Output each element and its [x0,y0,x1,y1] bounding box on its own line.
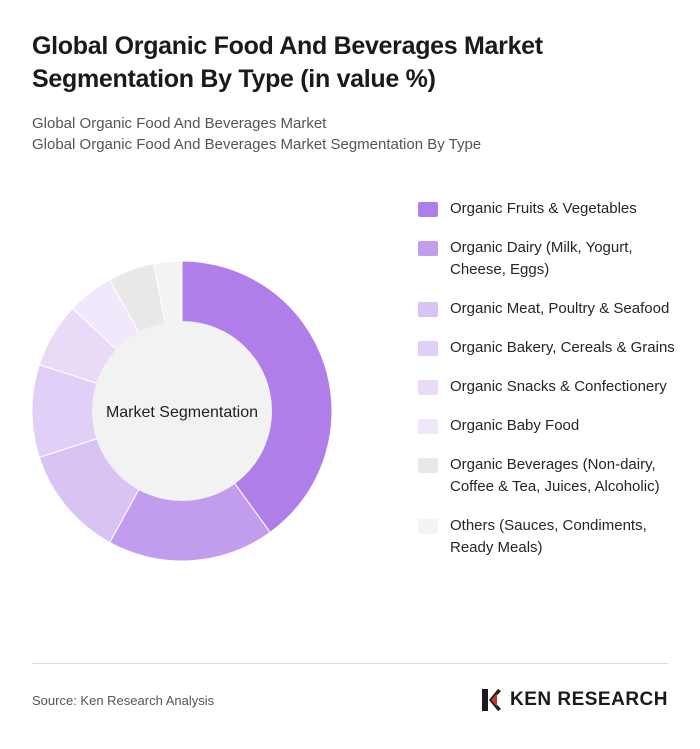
legend-item-4: Organic Snacks & Confectionery [418,376,688,398]
ken-research-logo-icon [481,689,501,711]
legend-label-0: Organic Fruits & Vegetables [450,200,637,217]
legend-label-1: Organic Dairy (Milk, Yogurt, Cheese, Egg… [450,239,633,278]
legend-label-4: Organic Snacks & Confectionery [450,378,667,395]
legend-label-7: Others (Sauces, Condiments, Ready Meals) [450,517,647,556]
legend-label-2: Organic Meat, Poultry & Seafood [450,300,670,317]
legend-swatch-7 [418,519,438,534]
legend-swatch-2 [418,302,438,317]
legend-swatch-1 [418,241,438,256]
legend-swatch-5 [418,419,438,434]
legend-swatch-3 [418,341,438,356]
legend-label-3: Organic Bakery, Cereals & Grains [450,339,675,356]
legend-item-0: Organic Fruits & Vegetables [418,198,688,220]
footer-divider [32,663,668,664]
donut-center-label: Market Segmentation [106,404,258,421]
legend-swatch-6 [418,458,438,473]
legend-item-3: Organic Bakery, Cereals & Grains [418,337,688,359]
subtitle-line-segmentation: Global Organic Food And Beverages Market… [32,136,482,153]
chart-legend: Organic Fruits & Vegetables Organic Dairy… [418,198,688,576]
legend-item-6: Organic Beverages (Non-dairy, Coffee & T… [418,454,688,498]
legend-item-2: Organic Meat, Poultry & Seafood [418,298,688,320]
donut-chart: Market Segmentation [31,260,333,562]
legend-label-6: Organic Beverages (Non-dairy, Coffee & T… [450,456,660,495]
legend-item-1: Organic Dairy (Milk, Yogurt, Cheese, Egg… [418,237,688,281]
legend-item-7: Others (Sauces, Condiments, Ready Meals) [418,515,688,559]
donut-hole [92,321,272,501]
legend-swatch-0 [418,202,438,217]
legend-label-5: Organic Baby Food [450,417,580,434]
ken-research-logo-text: KEN RESEARCH [509,689,668,710]
legend-item-5: Organic Baby Food [418,415,688,437]
source-note: Source: Ken Research Analysis [32,693,215,708]
chart-subtitle: Global Organic Food And Beverages Market… [32,113,652,155]
chart-title: Global Organic Food And Beverages Market… [32,32,543,93]
subtitle-line-market: Global Organic Food And Beverages Market [32,115,327,132]
legend-swatch-4 [418,380,438,395]
ken-research-logo: KEN RESEARCH [480,686,668,714]
